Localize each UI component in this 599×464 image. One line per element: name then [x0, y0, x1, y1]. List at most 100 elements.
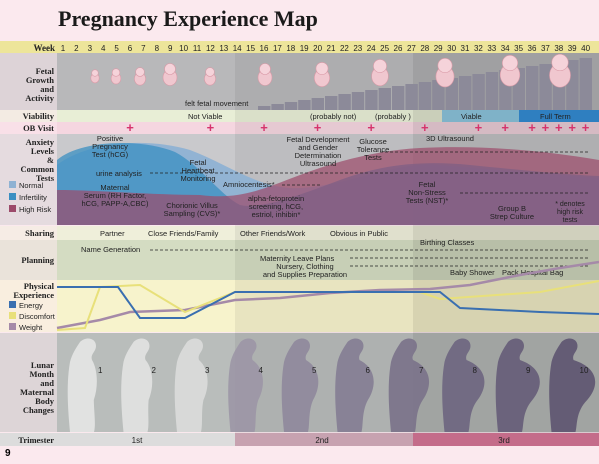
week-number: 38 — [554, 44, 563, 53]
fetal-growth-bar — [258, 106, 271, 110]
week-number: 24 — [367, 44, 376, 53]
sharing-partner: Partner — [100, 229, 125, 238]
week-number: 28 — [420, 44, 429, 53]
legend-infertility: Infertility — [19, 193, 47, 202]
fetus-icon — [549, 53, 571, 88]
week-number: 3 — [88, 44, 93, 53]
ob-visit-plus-icon: + — [367, 120, 375, 135]
ob-row-bg — [0, 122, 599, 134]
fetal-growth-bar — [526, 66, 539, 110]
test-positive: Positive Pregnancy Test (hCG) — [92, 134, 129, 159]
maternal-silhouette: 4 — [228, 338, 264, 432]
planning-row-bg — [0, 240, 599, 280]
test-urine: urine analysis — [96, 169, 142, 178]
test-afp: alpha-fetoprotein screening, hCG, estriol,… — [248, 194, 304, 219]
sharing-row-bg — [0, 226, 599, 240]
second-trimester-shade — [235, 53, 413, 433]
legend-normal: Normal — [19, 181, 44, 190]
ob-visit-plus-icon: + — [568, 120, 576, 135]
week-number: 2 — [74, 44, 79, 53]
fetus-icon — [110, 68, 122, 85]
sharing-row-label: Sharing — [25, 228, 55, 238]
page-title: Pregnancy Experience Map — [58, 6, 318, 31]
week-number: 20 — [313, 44, 322, 53]
lunar-month-number: 6 — [366, 366, 371, 375]
legend-high-risk-swatch — [9, 205, 16, 212]
test-3d: 3D Ultrasound — [426, 134, 474, 143]
lunar-month-number: 8 — [473, 366, 478, 375]
second-trimester-band — [235, 433, 413, 446]
planning-row-label: Planning — [21, 255, 54, 265]
legend-infertility-swatch — [9, 193, 16, 200]
plan-birth: Birthing Classes — [420, 238, 474, 247]
energy-line — [57, 286, 599, 319]
fetal-growth-bar — [271, 104, 284, 110]
week-number: 30 — [447, 44, 456, 53]
sharing-close: Close Friends/Family — [148, 229, 219, 238]
fetus-icon — [435, 58, 455, 88]
week-number: 32 — [474, 44, 483, 53]
lunar-month-number: 10 — [580, 366, 589, 375]
fetal-growth-bar — [405, 84, 418, 110]
fetal-growth-bar — [539, 64, 552, 110]
ob-visit-plus-icon: + — [542, 120, 550, 135]
week-number: 27 — [407, 44, 416, 53]
probably-label: (probably ) — [375, 112, 411, 121]
week-number: 9 — [168, 44, 173, 53]
week-number: 39 — [568, 44, 577, 53]
legend-discomfort-swatch — [9, 312, 16, 319]
ob-visit-plus-icon: + — [555, 120, 563, 135]
full-term-band — [519, 110, 599, 122]
maternal-silhouette: 3 — [174, 338, 210, 432]
ob-visit-plus-icon: + — [501, 120, 509, 135]
week-number: 33 — [487, 44, 496, 53]
test-note: * denotes high risk tests — [555, 201, 585, 224]
fetus-icon — [204, 67, 216, 86]
probably-not-label: (probably not) — [310, 112, 357, 121]
fetal-growth-bar — [325, 96, 338, 110]
test-heartbeat: Fetal Heartbeat Monitoring — [180, 158, 215, 183]
test-gender: Fetal Development and Gender Determination… — [287, 135, 351, 168]
fetus-icon — [134, 67, 146, 86]
fetal-growth-bar — [338, 94, 351, 110]
fetal-growth-bar — [392, 86, 405, 110]
week-number: 17 — [273, 44, 282, 53]
maternal-silhouette: 1 — [67, 338, 103, 432]
week-number: 14 — [233, 44, 242, 53]
trimester-2nd: 2nd — [315, 436, 328, 445]
week-number: 4 — [101, 44, 106, 53]
ob-visit-plus-icon: + — [126, 120, 134, 135]
week-number: 1 — [61, 44, 66, 53]
fetal-growth-bar — [365, 90, 378, 110]
plan-names: Name Generation — [81, 245, 140, 254]
ob-visit-plus-icon: + — [475, 120, 483, 135]
week-row-bg — [0, 41, 599, 53]
week-number: 18 — [286, 44, 295, 53]
week-number: 23 — [353, 44, 362, 53]
trimester-1st: 1st — [132, 436, 143, 445]
plan-shower: Baby Shower — [450, 268, 495, 277]
week-number: 10 — [179, 44, 188, 53]
trimester-row-label: Trimester — [18, 435, 54, 445]
viable-label: Viable — [461, 112, 482, 121]
week-number: 16 — [260, 44, 269, 53]
test-cvs: Chorionic Villus Sampling (CVS)* — [164, 201, 221, 218]
lunar-month-number: 2 — [152, 366, 157, 375]
maternal-silhouette: 2 — [121, 338, 157, 432]
plan-leave: Maternity Leave Plans — [260, 254, 334, 263]
week-number: 15 — [246, 44, 255, 53]
anxiety-high-risk-area — [57, 147, 599, 225]
viability-row-label: Viability — [23, 111, 55, 121]
ob-row-label: OB Visit — [23, 123, 54, 133]
fetal-growth-bar — [351, 92, 365, 110]
week-number: 19 — [300, 44, 309, 53]
fetus-icon — [257, 63, 273, 86]
fetus-icon — [499, 54, 521, 87]
test-amnio: Amniocentesis* — [223, 180, 275, 189]
fetus-icon — [162, 63, 178, 86]
fetal-growth-bar — [284, 102, 298, 110]
week-number: 22 — [340, 44, 349, 53]
maternal-silhouette: 7 — [388, 338, 430, 432]
fetal-growth-bar — [298, 100, 311, 110]
